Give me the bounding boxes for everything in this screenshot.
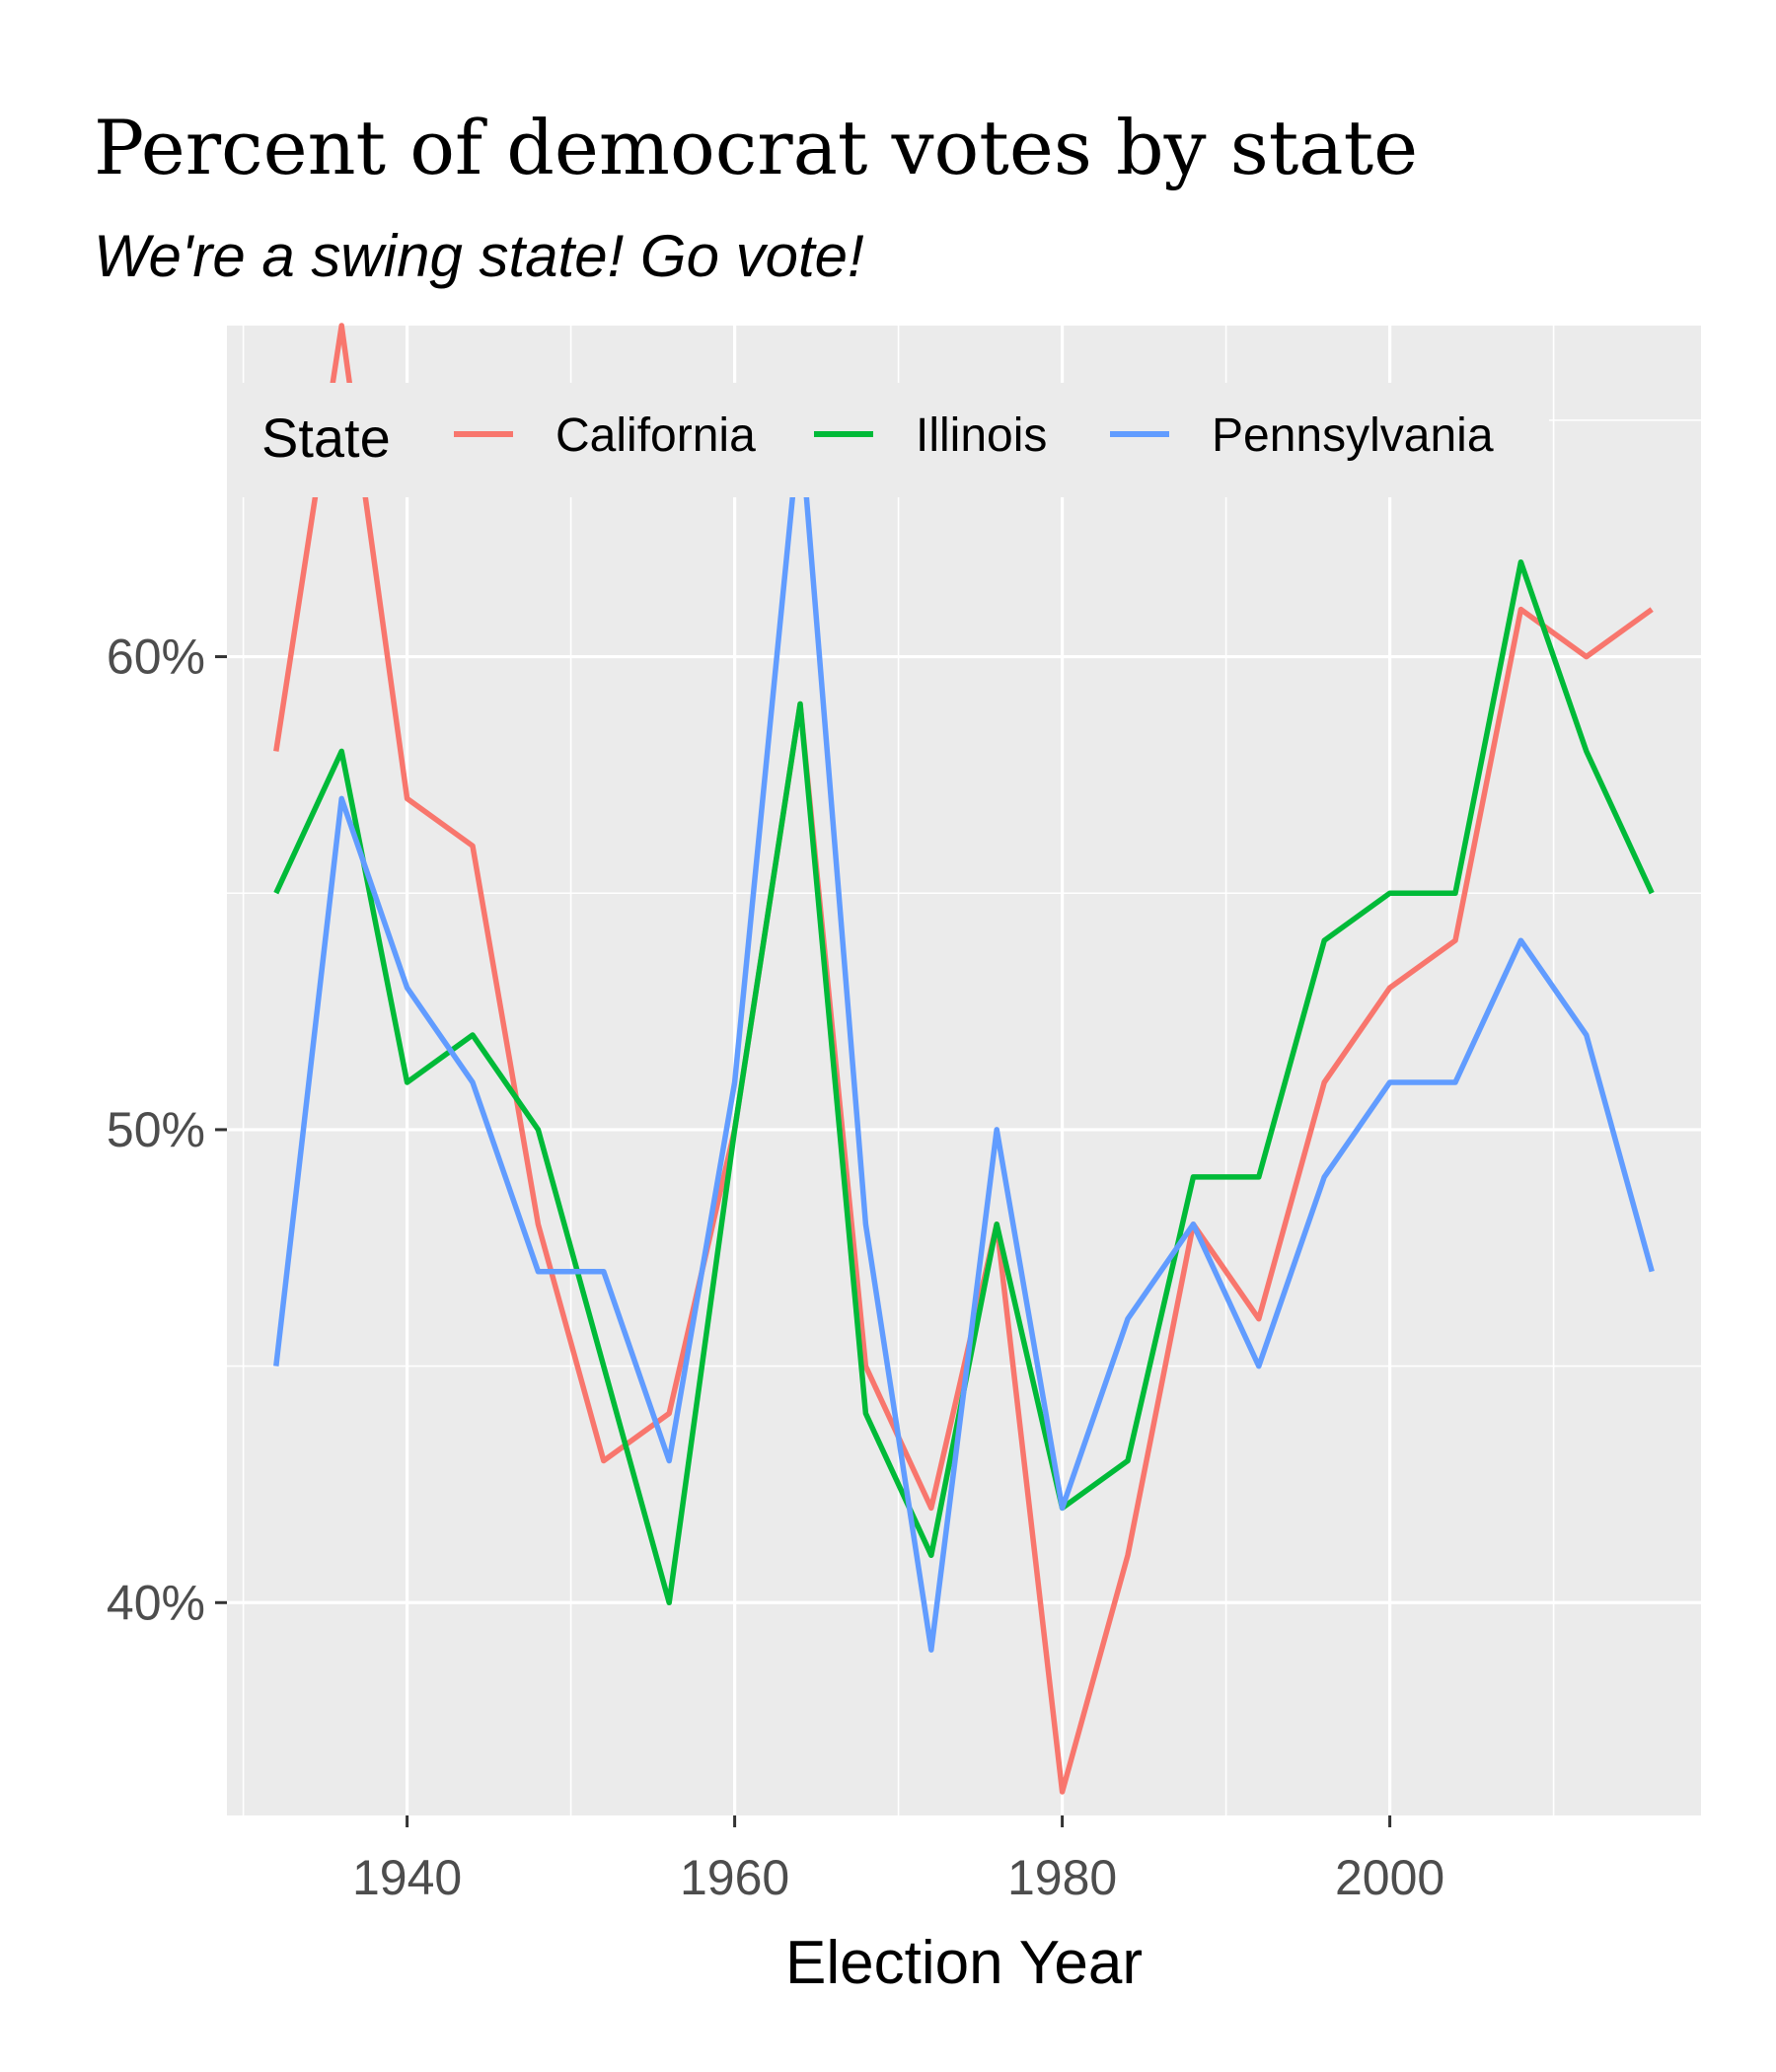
x-axis: 1940 1960 1980 2000 <box>352 1815 1444 1905</box>
legend-label-pennsylvania: Pennsylvania <box>1212 409 1494 462</box>
y-axis: 40% 50% 60% <box>107 629 227 1630</box>
x-axis-title: Election Year <box>785 1929 1143 1997</box>
series-line-pennsylvania <box>273 417 1655 1653</box>
legend-background <box>227 383 1549 497</box>
chart-title: Percent of democrat votes by state <box>94 104 1419 191</box>
y-tick-label: 60% <box>107 629 205 685</box>
legend-label-illinois: Illinois <box>916 409 1047 462</box>
x-tick-label: 1940 <box>352 1850 462 1905</box>
x-tick-label: 2000 <box>1335 1850 1444 1905</box>
series-line-california <box>273 323 1654 1795</box>
y-tick-label: 50% <box>107 1102 205 1157</box>
x-tick-label: 1980 <box>1007 1850 1117 1905</box>
chart-subtitle: We're a swing state! Go vote! <box>94 223 864 289</box>
plot-panel <box>227 326 1701 1815</box>
legend: State California Illinois Pennsylvania <box>227 383 1549 497</box>
legend-label-california: California <box>555 409 756 462</box>
x-tick-label: 1960 <box>680 1850 789 1905</box>
legend-title: State <box>261 407 391 469</box>
legend-items: California Illinois Pennsylvania <box>454 409 1494 462</box>
y-tick-label: 40% <box>107 1575 205 1630</box>
series-lines <box>273 323 1655 1795</box>
